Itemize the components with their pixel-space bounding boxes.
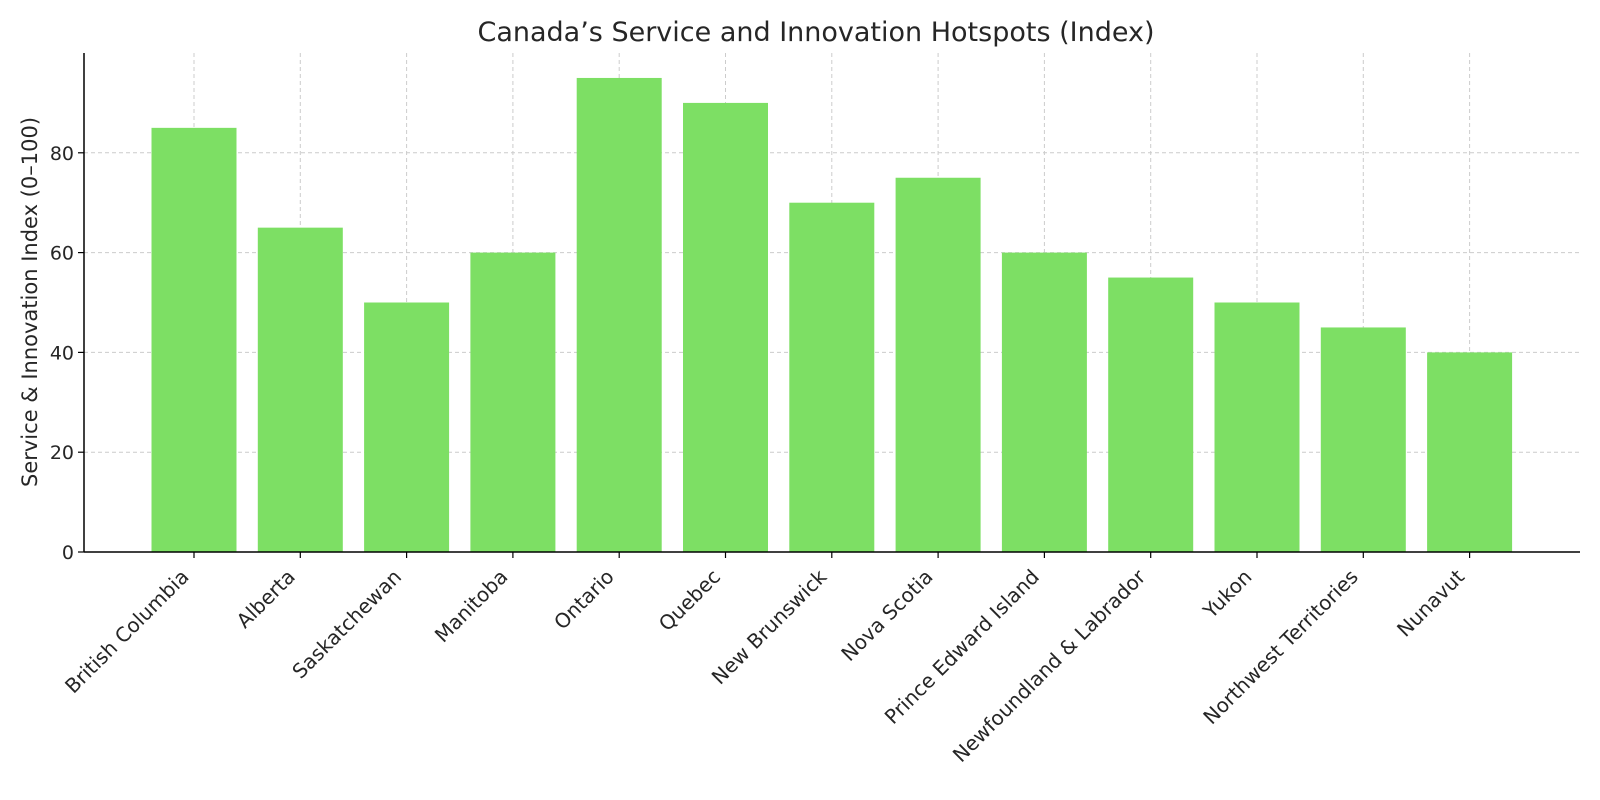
- y-tick-label: 80: [50, 143, 74, 165]
- bar: [151, 127, 237, 552]
- x-tick-label: British Columbia: [60, 565, 193, 698]
- x-tick-label: Nova Scotia: [836, 565, 937, 666]
- x-tick-label: Saskatchewan: [287, 565, 406, 684]
- x-tick-label: Newfoundland & Labrador: [948, 564, 1151, 767]
- bar: [1320, 327, 1406, 552]
- x-tick-label: Alberta: [232, 565, 300, 633]
- chart-title: Canada’s Service and Innovation Hotspots…: [477, 17, 1154, 48]
- x-tick-label: Quebec: [654, 565, 725, 636]
- bar: [257, 227, 343, 552]
- bar: [1108, 277, 1194, 552]
- bar: [364, 302, 450, 552]
- x-tick-label: Ontario: [549, 565, 619, 635]
- bar: [683, 102, 768, 553]
- bar: [470, 252, 556, 552]
- bar: [1214, 302, 1300, 552]
- x-tick-label: Manitoba: [430, 565, 513, 648]
- x-tick-label: New Brunswick: [707, 564, 832, 689]
- bar: [1001, 252, 1087, 552]
- y-ticks: 0 20 40 60 80: [50, 143, 84, 564]
- bar: [789, 202, 875, 552]
- y-axis-label: Service & Innovation Index (0–100): [18, 117, 42, 487]
- y-tick-label: 0: [62, 542, 74, 564]
- y-tick-label: 20: [50, 442, 74, 464]
- y-tick-label: 40: [50, 342, 74, 364]
- bar: [1427, 352, 1513, 552]
- y-tick-label: 60: [50, 243, 74, 265]
- bar: [895, 177, 981, 552]
- bars: [151, 77, 1513, 553]
- x-tick-label: Yukon: [1198, 565, 1257, 624]
- bar: [576, 77, 662, 552]
- x-tick-label: Nunavut: [1392, 564, 1469, 641]
